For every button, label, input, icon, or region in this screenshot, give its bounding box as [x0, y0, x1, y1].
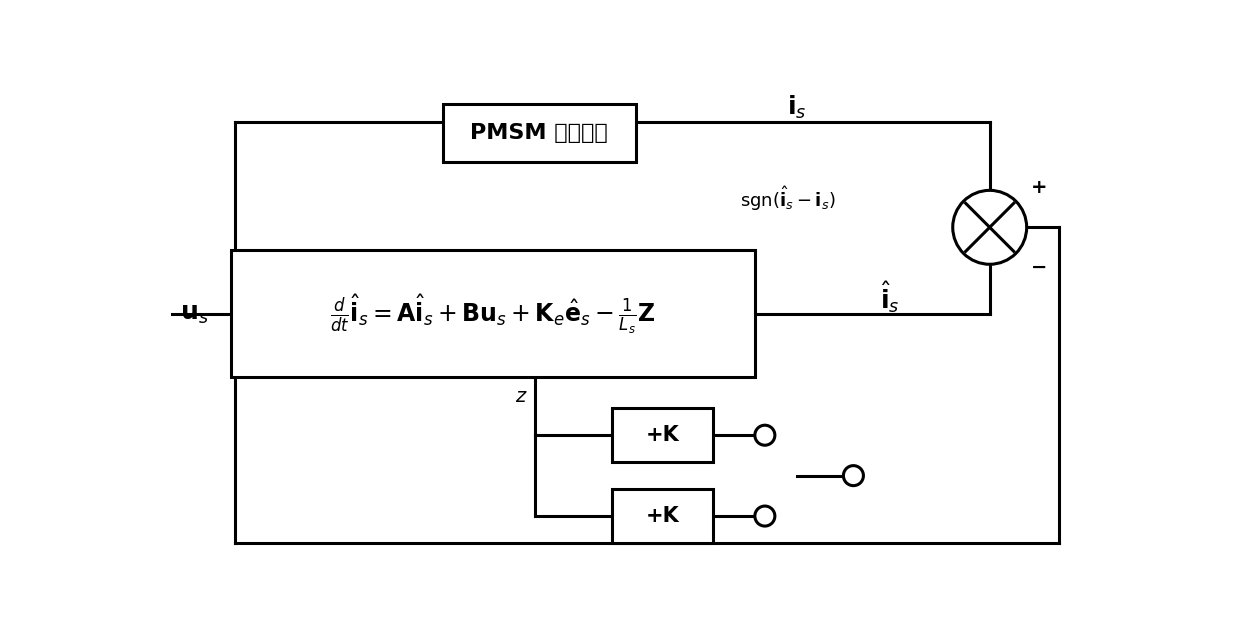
Circle shape	[755, 425, 775, 445]
Circle shape	[843, 466, 863, 485]
Text: +: +	[1032, 177, 1048, 197]
Bar	[613, 489, 713, 543]
Bar	[231, 250, 755, 377]
Text: $\mathbf{u}_s$: $\mathbf{u}_s$	[180, 302, 208, 326]
Text: $\hat{\mathbf{i}}_s$: $\hat{\mathbf{i}}_s$	[880, 278, 899, 314]
Bar	[613, 408, 713, 462]
Circle shape	[952, 190, 1027, 264]
Text: −: −	[1032, 258, 1048, 277]
Text: $\mathbf{i}_s$: $\mathbf{i}_s$	[787, 94, 807, 122]
Text: $\mathrm{sgn}(\hat{\mathbf{i}}_s - \mathbf{i}_s)$: $\mathrm{sgn}(\hat{\mathbf{i}}_s - \math…	[740, 185, 836, 213]
Text: +K: +K	[646, 506, 680, 526]
Text: z: z	[515, 387, 525, 406]
Text: $\frac{d}{dt}\hat{\mathbf{i}}_s = \mathbf{A}\hat{\mathbf{i}}_s + \mathbf{B}\math: $\frac{d}{dt}\hat{\mathbf{i}}_s = \mathb…	[330, 292, 656, 336]
Bar	[443, 104, 635, 162]
Text: PMSM 电机硬件: PMSM 电机硬件	[470, 123, 608, 143]
Circle shape	[755, 506, 775, 526]
Text: +K: +K	[646, 425, 680, 445]
